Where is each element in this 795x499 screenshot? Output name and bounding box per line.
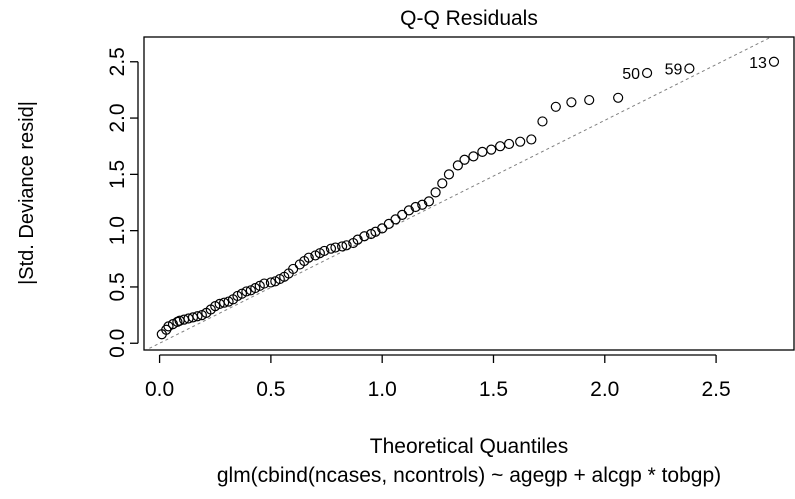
- data-point: [430, 187, 441, 198]
- data-point: [397, 209, 408, 220]
- data-point: [359, 231, 370, 242]
- data-point: [303, 252, 314, 263]
- x-tick-label: 1.0: [368, 378, 397, 401]
- data-point: [370, 226, 381, 237]
- data-point: [337, 241, 348, 252]
- x-tick-label: 1.5: [479, 378, 508, 401]
- data-point: [768, 56, 780, 67]
- data-point: [330, 242, 341, 253]
- data-point: [352, 234, 363, 245]
- data-point: [325, 243, 337, 254]
- data-point: [459, 154, 470, 165]
- x-tick-label: 2.0: [590, 378, 619, 401]
- data-point: [468, 151, 479, 162]
- y-tick-label: 2.5: [106, 47, 129, 76]
- x-tick-label: 0.0: [145, 378, 174, 401]
- data-point: [219, 297, 230, 308]
- data-point: [443, 169, 455, 180]
- data-point: [613, 92, 624, 103]
- data-point: [403, 205, 414, 216]
- data-point: [486, 144, 497, 155]
- plot-frame: [143, 36, 795, 351]
- reference-line: [144, 37, 773, 350]
- data-point: [684, 63, 695, 74]
- data-point: [410, 201, 421, 213]
- data-point: [259, 278, 270, 289]
- data-point: [437, 178, 448, 189]
- x-tick-label: 0.5: [256, 378, 285, 401]
- data-point: [526, 134, 537, 145]
- data-point: [495, 141, 506, 152]
- data-point: [477, 146, 488, 157]
- point-label-59: 59: [665, 62, 683, 79]
- y-axis: 0.0 0.5 1.0 1.5 2.0 2.5: [106, 47, 139, 358]
- data-point: [566, 97, 577, 108]
- x-axis: 0.0 0.5 1.0 1.5 2.0 2.5: [145, 354, 731, 401]
- data-point: [192, 311, 203, 322]
- x-axis-label: Theoretical Quantiles: [370, 435, 568, 458]
- data-point: [584, 94, 595, 106]
- point-label-13: 13: [749, 55, 767, 72]
- y-tick-label: 1.5: [106, 160, 129, 189]
- data-point: [265, 277, 276, 288]
- y-axis-label: |Std. Deviance resid|: [16, 101, 38, 285]
- plot-area: 50 59 13: [143, 36, 795, 351]
- data-point: [641, 67, 653, 79]
- x-axis-subtitle: glm(cbind(ncases, ncontrols) ~ agegp + a…: [217, 464, 721, 487]
- data-point: [341, 240, 352, 251]
- data-point: [503, 138, 515, 150]
- data-point: [241, 286, 252, 297]
- data-point: [383, 218, 394, 229]
- data-point: [515, 136, 526, 147]
- y-tick-label: 2.0: [106, 103, 129, 132]
- data-point: [319, 245, 330, 257]
- data-point: [417, 199, 428, 210]
- data-point: [452, 160, 463, 171]
- data-point: [550, 101, 561, 112]
- y-tick-label: 0.5: [106, 272, 129, 301]
- data-point: [390, 214, 401, 225]
- x-tick-label: 2.5: [701, 378, 730, 401]
- point-label-50: 50: [622, 66, 640, 83]
- data-point: [537, 116, 548, 127]
- y-tick-label: 1.0: [106, 216, 129, 245]
- data-point: [423, 196, 435, 207]
- chart-title: Q-Q Residuals: [400, 7, 538, 30]
- y-tick-label: 0.0: [106, 329, 129, 358]
- data-point: [172, 316, 183, 327]
- data-point: [161, 324, 172, 335]
